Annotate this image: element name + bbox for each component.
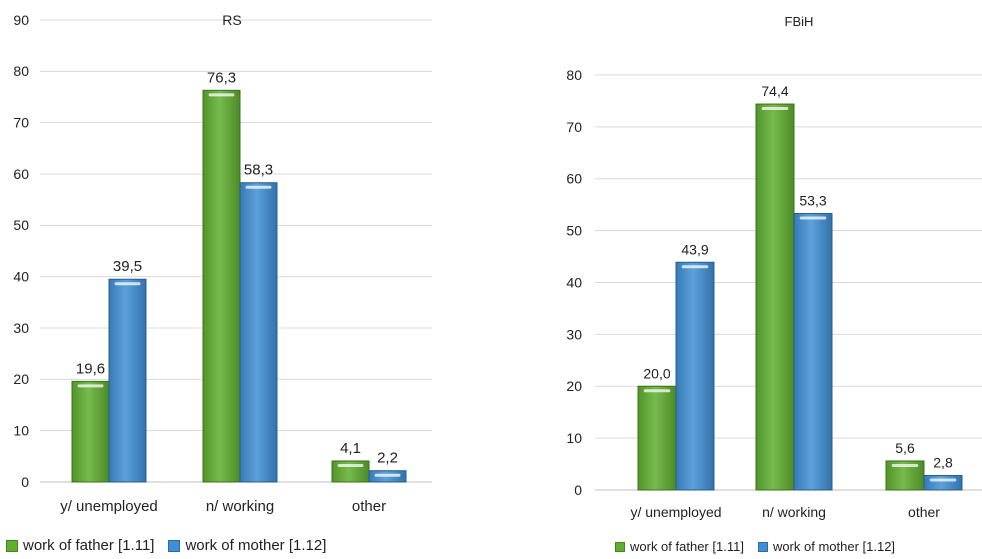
y-tick-label: 60 (13, 166, 29, 182)
data-label: 2,2 (377, 450, 398, 467)
chart-fbih: 0 10 20 30 40 50 60 70 80 FBiH 20,0 43,9 y/ unemploy… (520, 0, 982, 559)
y-tick-label: 70 (566, 119, 582, 135)
x-tick-label: y/ unemployed (630, 504, 721, 520)
chart-rs: 0 10 20 30 40 50 60 70 80 90 RS 19,6 39,5 y/ unemploy… (0, 0, 470, 559)
bar-highlight (643, 389, 671, 393)
bar-highlight (929, 478, 957, 482)
bar-father (202, 89, 241, 483)
x-tick-label: n/ working (762, 504, 826, 520)
x-tick-label: y/ unemployed (60, 498, 158, 515)
bar-highlight (114, 282, 141, 286)
bar-mother (239, 182, 278, 483)
legend-swatch-father (615, 541, 625, 552)
legend-item-mother: work of mother [1.12] (757, 539, 896, 554)
x-tick-label: n/ working (206, 498, 274, 515)
data-label: 20,0 (643, 365, 670, 381)
bar-highlight (761, 107, 789, 111)
data-label: 74,4 (761, 83, 788, 99)
bar-highlight (799, 216, 827, 220)
legend-swatch-father (6, 539, 18, 552)
y-tick-label: 10 (13, 423, 29, 439)
bar-father (71, 380, 110, 483)
legend-label-mother: work of mother [1.12] (185, 537, 327, 554)
bar-highlight (681, 265, 709, 269)
chart-fbih-plot: 0 10 20 30 40 50 60 70 80 FBiH 20,0 43,9 y/ unemploy… (566, 14, 982, 520)
y-tick-label: 50 (566, 223, 582, 239)
y-tick-label: 60 (566, 171, 582, 187)
chart-title: FBiH (785, 14, 814, 29)
y-tick-label: 30 (566, 326, 582, 342)
data-label: 58,3 (244, 162, 273, 179)
bar-highlight (245, 185, 272, 189)
legend-item-father: work of father [1.11] (615, 539, 744, 554)
y-tick-label: 90 (13, 12, 29, 28)
y-tick-label: 40 (13, 269, 29, 285)
bar-mother (108, 278, 147, 483)
data-label: 19,6 (76, 360, 105, 377)
data-label: 4,1 (340, 440, 361, 457)
chart-rs-plot: 0 10 20 30 40 50 60 70 80 90 RS 19,6 39,5 y/ unemploy… (13, 12, 432, 515)
data-label: 5,6 (895, 440, 915, 456)
y-tick-label: 70 (13, 115, 29, 131)
bar-mother (923, 474, 963, 491)
legend-item-mother: work of mother [1.12] (168, 537, 326, 554)
y-tick-label: 20 (13, 371, 29, 387)
y-tick-label: 80 (13, 63, 29, 79)
legend-item-father: work of father [1.11] (6, 537, 154, 554)
bar-father (637, 385, 677, 491)
data-label: 53,3 (799, 193, 826, 209)
y-tick-label: 20 (566, 378, 582, 394)
x-tick-label: other (352, 498, 386, 515)
legend-swatch-mother (168, 539, 181, 552)
bar-highlight (77, 384, 104, 388)
chart-rs-legend: work of father [1.11] work of mother [1.… (6, 537, 326, 554)
y-tick-label: 40 (566, 274, 582, 290)
x-tick-label: other (908, 504, 940, 520)
chart-title: RS (222, 12, 241, 28)
data-label: 43,9 (681, 241, 708, 257)
legend-label-father: work of father [1.11] (23, 537, 155, 554)
bar-mother (793, 213, 833, 491)
y-tick-label: 80 (566, 67, 582, 83)
bar-highlight (891, 463, 919, 467)
y-tick-label: 0 (574, 482, 582, 498)
bar-highlight (208, 93, 235, 97)
y-tick-label: 30 (13, 320, 29, 336)
bar-father (755, 103, 795, 491)
chart-fbih-legend: work of father [1.11] work of mother [1.… (615, 539, 895, 554)
legend-label-mother: work of mother [1.12] (772, 539, 896, 554)
data-label: 2,8 (933, 454, 953, 470)
bar-highlight (374, 473, 401, 477)
data-label: 39,5 (113, 258, 142, 275)
bar-highlight (337, 463, 364, 467)
y-tick-label: 10 (566, 430, 582, 446)
y-tick-label: 0 (21, 474, 29, 490)
y-tick-label: 50 (13, 217, 29, 233)
legend-label-father: work of father [1.11] (630, 539, 744, 554)
data-label: 76,3 (207, 69, 236, 86)
bar-mother (675, 261, 715, 491)
legend-swatch-mother (757, 541, 768, 552)
